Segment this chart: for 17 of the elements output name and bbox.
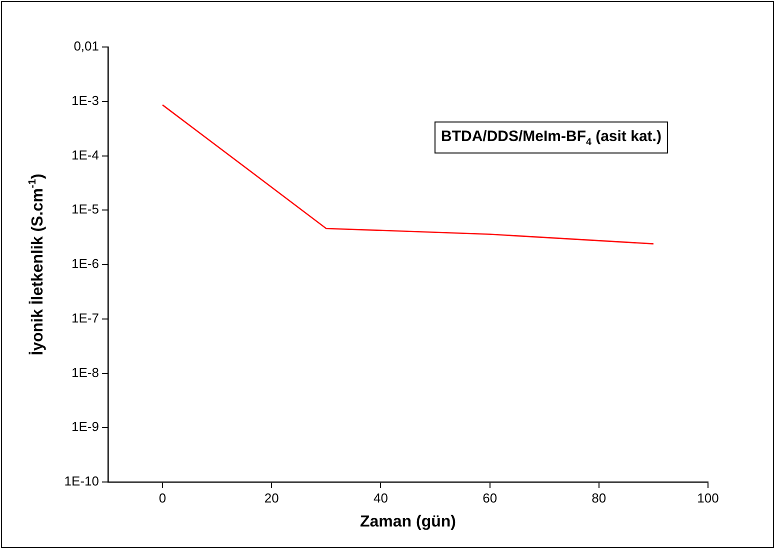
y-tick-label: 1E-8: [72, 364, 99, 380]
x-tick-label: 60: [482, 490, 498, 506]
y-tick-label: 1E-4: [72, 147, 99, 162]
y-tick-label: 1E-10: [64, 474, 99, 489]
y-axis-title: İyonik İletkenlik (S.cm-1): [27, 174, 46, 356]
y-tick-label: 1E-6: [72, 256, 99, 272]
x-tick-label: 0: [158, 490, 166, 506]
x-axis-title: Zaman (gün): [360, 513, 456, 530]
y-tick-label: 1E-5: [72, 202, 99, 217]
x-tick-label: 20: [264, 490, 279, 506]
y-tick-label: 1E-7: [72, 310, 99, 326]
x-tick-label: 100: [697, 490, 719, 506]
y-tick-label: 1E-3: [72, 92, 99, 108]
y-tick-label: 0,01: [74, 38, 99, 54]
x-tick-label: 80: [592, 490, 606, 506]
x-tick-label: 40: [373, 490, 388, 506]
y-tick-label: 1E-9: [72, 419, 99, 434]
